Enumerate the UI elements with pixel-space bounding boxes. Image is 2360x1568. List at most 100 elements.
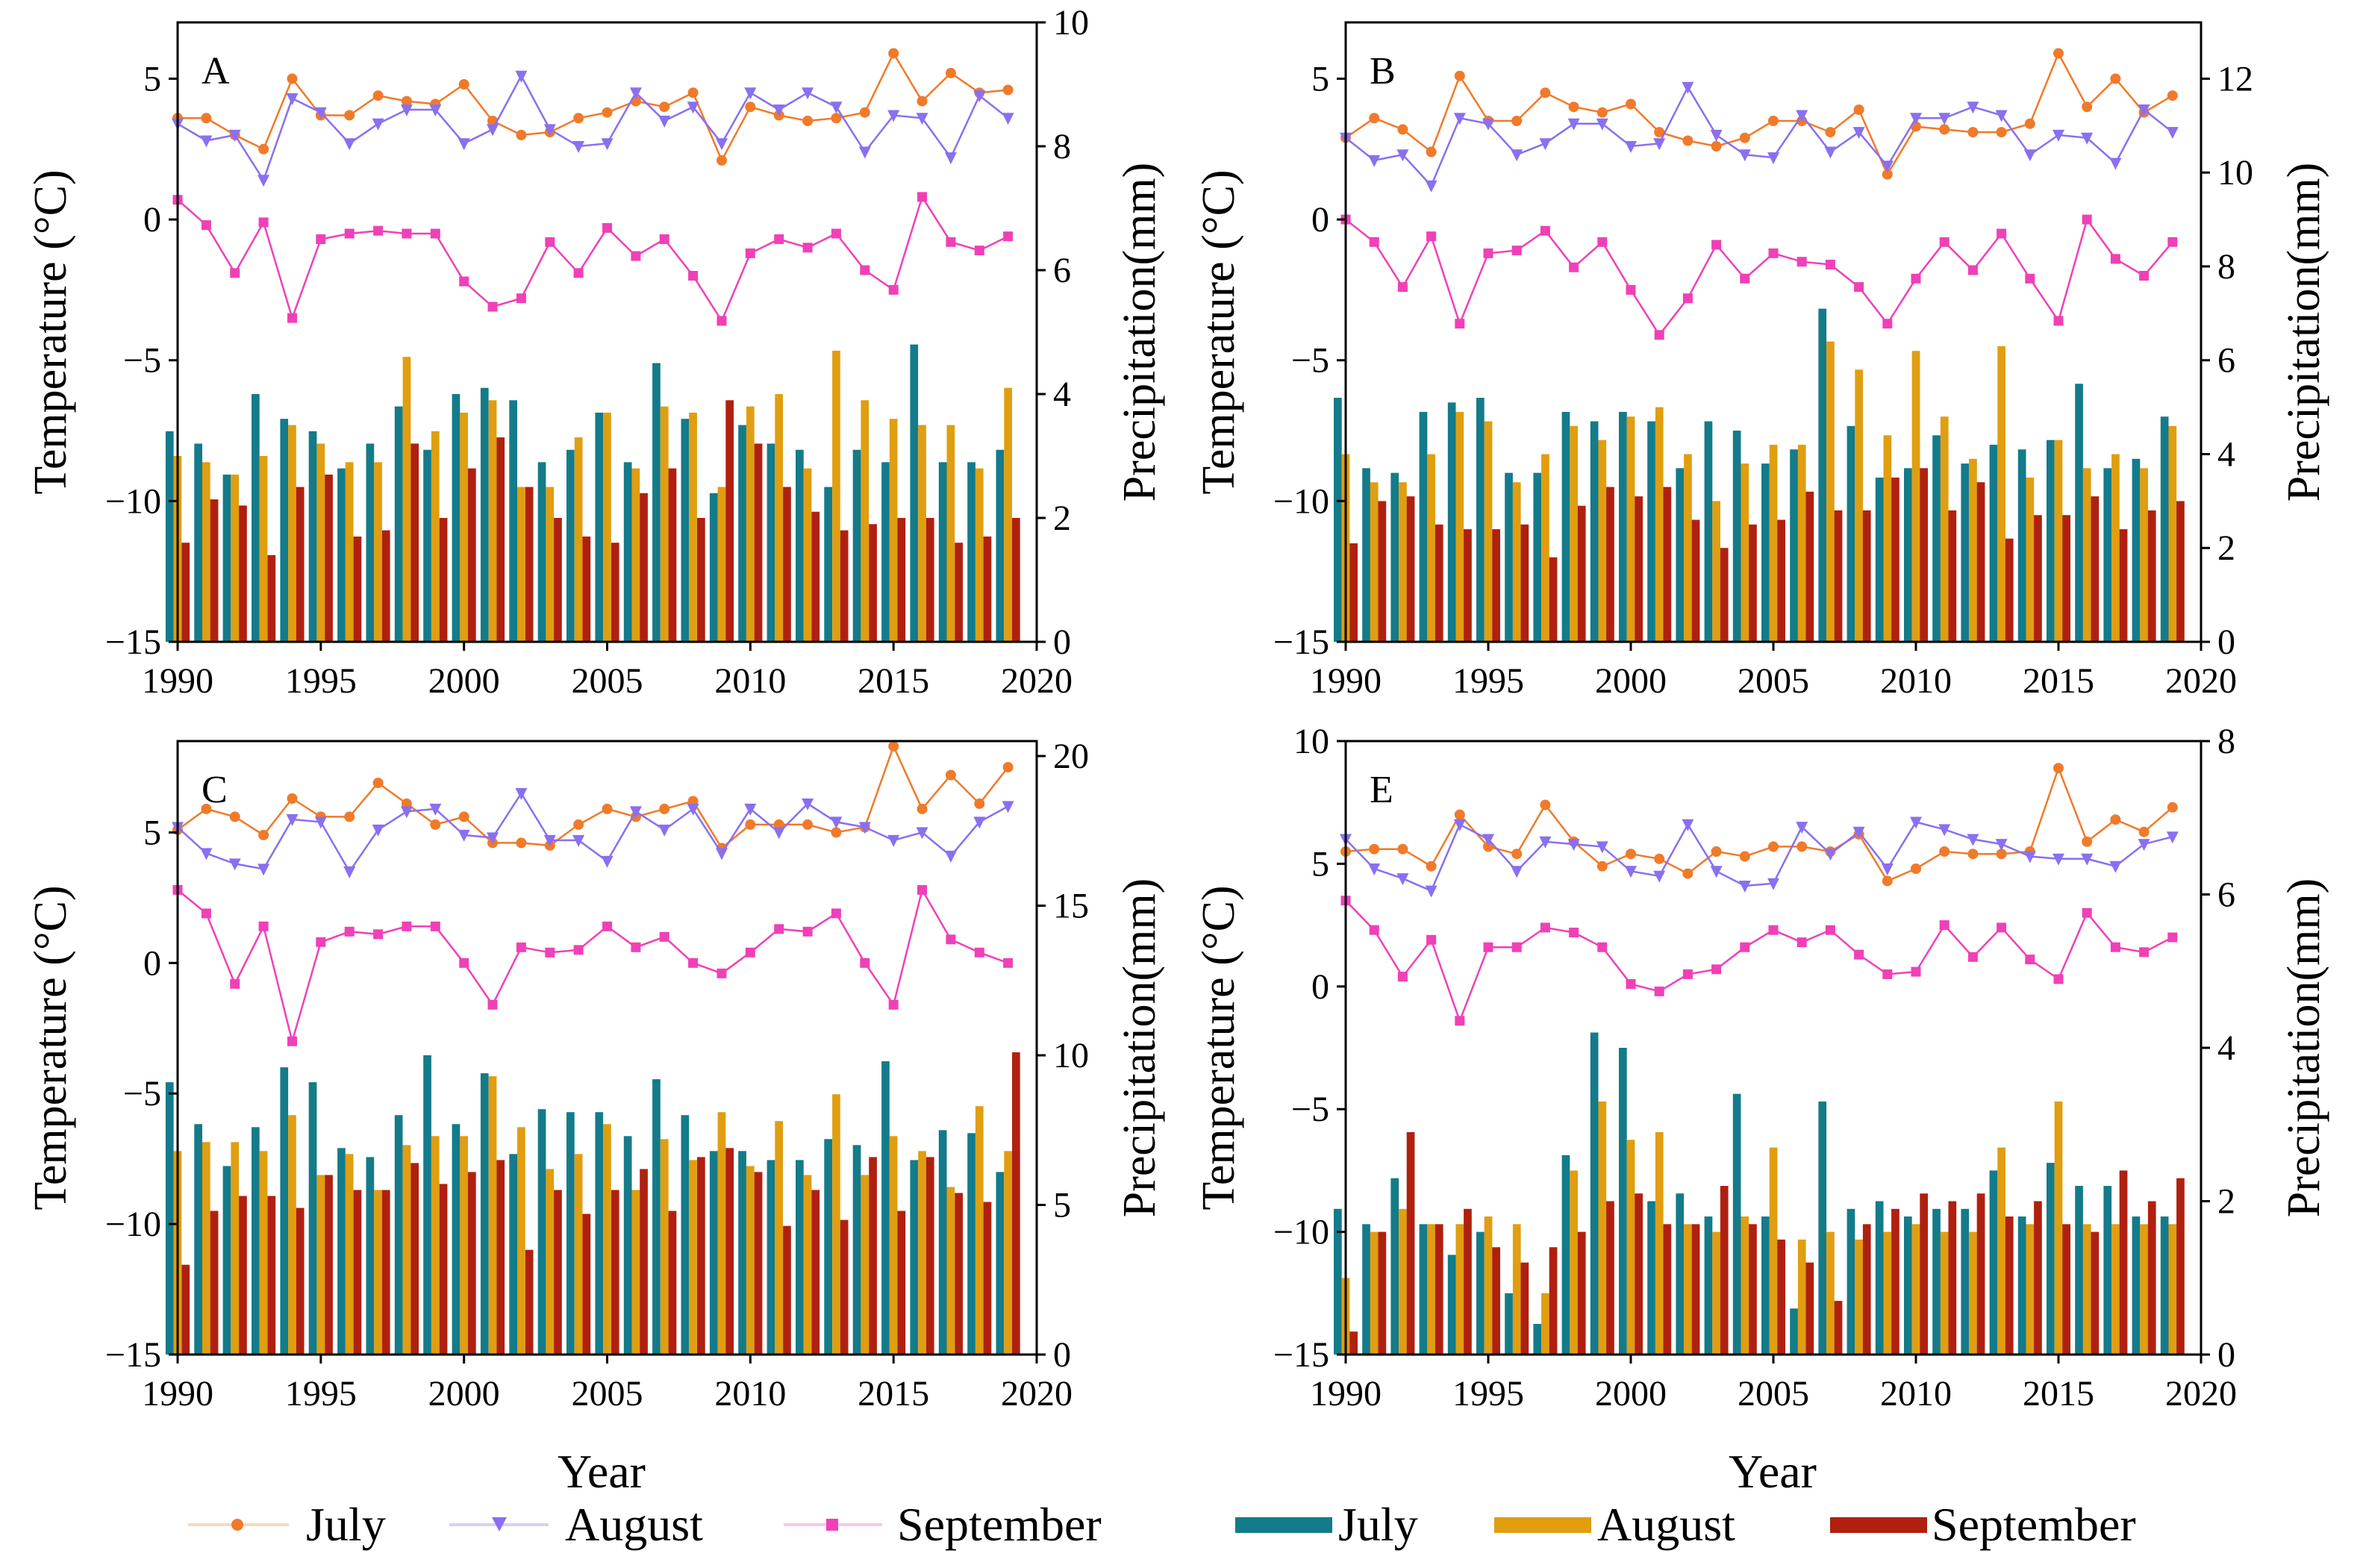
- point-temp-august-1992: [228, 858, 241, 871]
- legend: July August September July August Septem…: [188, 1498, 2136, 1551]
- y-right-tick-label: 8: [2217, 722, 2235, 761]
- bar-july-1999: [423, 1055, 431, 1355]
- point-temp-september-2019: [2167, 237, 2178, 247]
- bar-september-1992: [1406, 496, 1415, 642]
- point-temp-september-2017: [2110, 254, 2120, 264]
- bar-september-2012: [811, 1190, 820, 1355]
- bar-september-2006: [1805, 1262, 1814, 1355]
- bar-august-2018: [2140, 468, 2148, 642]
- bar-august-1998: [1570, 1170, 1578, 1355]
- bar-july-1994: [280, 1067, 289, 1355]
- bar-july-2000: [452, 394, 461, 642]
- point-temp-september-2019: [2167, 932, 2178, 943]
- bar-august-2017: [946, 1187, 955, 1355]
- point-temp-july-2013: [831, 827, 842, 838]
- panel-label: A: [202, 50, 230, 93]
- point-temp-august-2008: [1852, 127, 1865, 140]
- bar-august-2018: [975, 1106, 984, 1355]
- bar-september-2017: [2119, 1170, 2128, 1355]
- bar-august-2001: [488, 1076, 497, 1355]
- bar-september-2019: [1012, 518, 1020, 642]
- bar-september-2019: [2176, 1178, 2185, 1355]
- bar-september-1994: [1464, 1208, 1472, 1355]
- point-temp-september-2012: [1967, 265, 1978, 275]
- panel-c: 1990 1995 2000 2005 2010 2015 2020−15−10−50505…: [25, 737, 1165, 1414]
- point-temp-september-2003: [1711, 964, 1722, 975]
- point-temp-september-2004: [1740, 942, 1750, 952]
- point-temp-september-2007: [659, 234, 669, 244]
- point-temp-september-1994: [287, 1036, 297, 1046]
- y-left-tick-label: −10: [105, 481, 161, 521]
- point-temp-august-2006: [1796, 110, 1808, 122]
- bar-september-2001: [1663, 487, 1672, 642]
- y-left-tick-label: 0: [1311, 967, 1329, 1007]
- bar-august-1991: [202, 462, 210, 642]
- point-temp-july-2010: [745, 101, 756, 113]
- bar-september-1993: [267, 1196, 276, 1355]
- bar-september-2016: [925, 518, 934, 642]
- bar-july-2001: [480, 387, 489, 642]
- point-temp-july-2013: [1996, 849, 2007, 860]
- bar-july-2014: [852, 449, 861, 642]
- y-left-tick-label: −15: [105, 622, 161, 662]
- point-temp-september-2019: [1003, 231, 1014, 242]
- point-temp-september-2009: [717, 968, 727, 978]
- bar-august-2007: [660, 1139, 669, 1355]
- bar-august-1993: [1427, 454, 1435, 642]
- point-temp-august-2000: [458, 138, 470, 151]
- bar-september-2004: [1749, 524, 1757, 642]
- line-temp-july: [1345, 765, 2173, 882]
- bar-august-1997: [1541, 1293, 1549, 1355]
- point-temp-september-1999: [1597, 237, 1608, 247]
- point-temp-august-1991: [1368, 154, 1381, 167]
- y-left-tick-label: −10: [105, 1205, 161, 1244]
- bar-september-2009: [1891, 1208, 1899, 1355]
- bar-september-2009: [725, 1148, 734, 1355]
- bar-july-2009: [1875, 477, 1884, 642]
- bar-july-2014: [2017, 1216, 2026, 1355]
- point-temp-september-1994: [1455, 319, 1465, 329]
- point-temp-august-2004: [1738, 881, 1751, 893]
- point-temp-august-2012: [802, 798, 814, 810]
- point-temp-august-2001: [487, 124, 499, 137]
- bar-august-2009: [717, 1112, 726, 1355]
- point-temp-september-1994: [1455, 1016, 1465, 1026]
- bar-august-2019: [1004, 1151, 1012, 1355]
- point-temp-september-1997: [1540, 225, 1550, 236]
- bar-august-1991: [202, 1142, 210, 1355]
- bar-august-1994: [1455, 411, 1464, 642]
- point-temp-august-2008: [687, 803, 699, 816]
- bar-september-2005: [611, 543, 619, 642]
- bar-july-2015: [881, 462, 890, 642]
- bar-july-2011: [767, 443, 775, 642]
- point-temp-september-2017: [2110, 942, 2120, 952]
- point-temp-september-1992: [230, 978, 240, 989]
- bar-september-2013: [840, 530, 849, 642]
- point-temp-september-1996: [344, 228, 355, 239]
- point-temp-july-2009: [1882, 875, 1893, 887]
- bar-august-1991: [1370, 1231, 1379, 1355]
- point-temp-august-1998: [400, 104, 413, 116]
- bar-july-2015: [2047, 1163, 2055, 1355]
- point-temp-august-2001: [1653, 870, 1666, 883]
- point-temp-august-2009: [1881, 863, 1894, 875]
- bar-august-2014: [861, 1175, 870, 1355]
- bar-september-2001: [496, 437, 505, 642]
- point-temp-august-2007: [658, 116, 671, 128]
- point-temp-july-2015: [2053, 763, 2064, 774]
- bar-august-2006: [631, 1190, 640, 1355]
- bar-august-1999: [431, 1136, 440, 1355]
- x-tick-label-2005: 2005: [572, 1374, 643, 1414]
- point-temp-august-1999: [1596, 118, 1608, 131]
- bar-july-2006: [1790, 1308, 1798, 1355]
- line-temp-august: [177, 74, 1009, 183]
- bar-august-2015: [889, 419, 898, 642]
- y-left-tick-label: 0: [143, 943, 161, 983]
- point-temp-august-1998: [1567, 118, 1580, 131]
- bar-july-1996: [337, 468, 346, 642]
- bar-august-2000: [460, 1136, 468, 1355]
- point-temp-august-1999: [1596, 841, 1608, 854]
- bar-september-2012: [1976, 482, 1985, 642]
- bar-september-2015: [2062, 1224, 2070, 1355]
- bar-july-1993: [252, 1127, 260, 1355]
